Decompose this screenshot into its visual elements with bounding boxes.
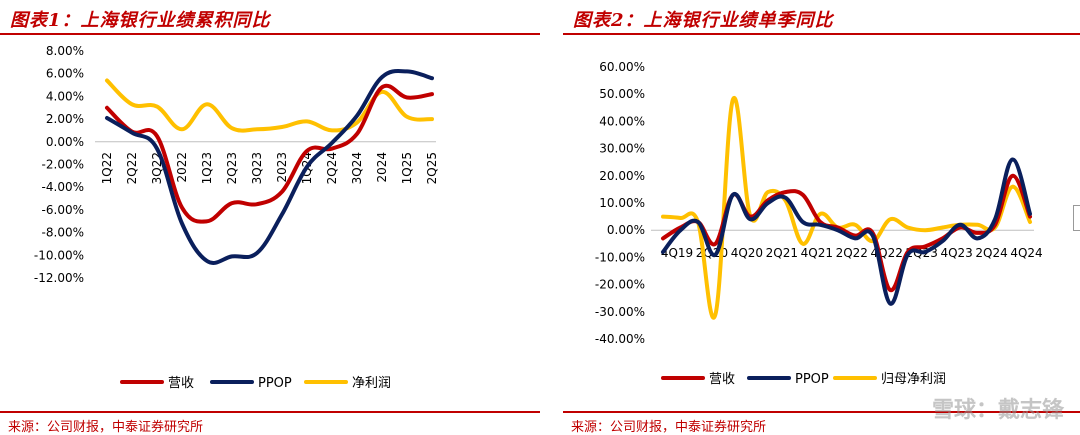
y-tick-label: -20.00% xyxy=(595,278,645,292)
x-tick-label: 4Q20 xyxy=(731,246,763,260)
x-tick-label: 2Q21 xyxy=(766,246,798,260)
y-tick-label: -12.00% xyxy=(34,271,84,285)
left-source-bar: 来源：公司财报，中泰证券研究所 xyxy=(0,411,540,435)
right-chart-title: 图表2：上海银行业绩单季同比 xyxy=(573,10,834,31)
left-source-text: 来源：公司财报，中泰证券研究所 xyxy=(8,420,204,435)
x-tick-label: 1Q25 xyxy=(400,152,414,184)
x-tick-label: 2023 xyxy=(275,152,289,183)
x-tick-label: 1Q22 xyxy=(100,152,114,184)
x-tick-label: 4Q24 xyxy=(1010,246,1042,260)
x-tick-label: 4Q19 xyxy=(661,246,693,260)
y-tick-label: -30.00% xyxy=(595,305,645,319)
series-line-2 xyxy=(661,95,1032,320)
x-tick-label: 2Q24 xyxy=(325,152,339,184)
series-line-0 xyxy=(105,83,434,224)
side-scroll-handle[interactable] xyxy=(1073,205,1080,231)
x-tick-label: 2024 xyxy=(375,152,389,183)
y-tick-label: 0.00% xyxy=(607,223,645,237)
watermark-text: 雪球：戴志锋 xyxy=(931,398,1064,423)
y-tick-label: -10.00% xyxy=(34,248,84,262)
y-tick-label: 10.00% xyxy=(599,196,645,210)
y-tick-label: 6.00% xyxy=(46,67,84,81)
x-tick-label: 2Q23 xyxy=(225,152,239,184)
x-tick-label: 4Q21 xyxy=(801,246,833,260)
right-source-text: 来源：公司财报，中泰证券研究所 xyxy=(571,420,767,435)
y-tick-label: 50.00% xyxy=(599,87,645,101)
legend-label: 归母净利润 xyxy=(881,372,946,387)
right-source-bar: 来源：公司财报，中泰证券研究所 xyxy=(563,411,1080,435)
x-tick-label: 3Q24 xyxy=(350,152,364,184)
legend-label: 营收 xyxy=(709,372,735,387)
legend-label: 营收 xyxy=(168,376,194,391)
x-tick-label: 2022 xyxy=(175,152,189,183)
x-tick-label: 2Q22 xyxy=(125,152,139,184)
y-tick-label: 2.00% xyxy=(46,112,84,126)
y-tick-label: 20.00% xyxy=(599,169,645,183)
series-line-1 xyxy=(105,69,434,265)
y-tick-label: 8.00% xyxy=(46,44,84,58)
legend-label: PPOP xyxy=(258,376,292,391)
legend-label: 净利润 xyxy=(352,376,391,391)
right-panel: 图表2：上海银行业绩单季同比 60.00% 50.00% 40.00% 30.00% 2… xyxy=(563,0,1080,435)
right-chart: 60.00% 50.00% 40.00% 30.00% 20.00% 10.00% 0.00… xyxy=(595,60,1043,387)
y-tick-label: 0.00% xyxy=(46,135,84,149)
left-chart: 8.00% 6.00% 4.00% 2.00% 0.00% -2.00% -4.00% -6.… xyxy=(34,44,439,391)
y-tick-label: 30.00% xyxy=(599,142,645,156)
x-tick-label: 2Q25 xyxy=(425,152,439,184)
y-tick-label: 60.00% xyxy=(599,60,645,74)
y-tick-label: 40.00% xyxy=(599,114,645,128)
y-tick-label: -10.00% xyxy=(595,250,645,264)
y-tick-label: -40.00% xyxy=(595,332,645,346)
x-tick-label: 3Q23 xyxy=(250,152,264,184)
y-tick-label: -2.00% xyxy=(42,158,84,172)
x-tick-label: 4Q23 xyxy=(940,246,972,260)
y-tick-label: -4.00% xyxy=(42,180,84,194)
y-tick-label: -6.00% xyxy=(42,203,84,217)
y-tick-label: -8.00% xyxy=(42,226,84,240)
x-tick-label: 2Q24 xyxy=(975,246,1007,260)
y-tick-label: 4.00% xyxy=(46,89,84,103)
legend-label: PPOP xyxy=(795,372,829,387)
left-chart-title: 图表1：上海银行业绩累积同比 xyxy=(10,10,271,31)
left-panel: 图表1：上海银行业绩累积同比 8.00% 6.00% 4.00% 2.00% 0.00%… xyxy=(0,0,540,435)
series-line-1 xyxy=(661,157,1032,306)
x-tick-label: 2Q22 xyxy=(836,246,868,260)
left-title-bar: 图表1：上海银行业绩累积同比 xyxy=(0,0,540,35)
right-title-bar: 图表2：上海银行业绩单季同比 xyxy=(563,0,1080,35)
x-tick-label: 1Q23 xyxy=(200,152,214,184)
